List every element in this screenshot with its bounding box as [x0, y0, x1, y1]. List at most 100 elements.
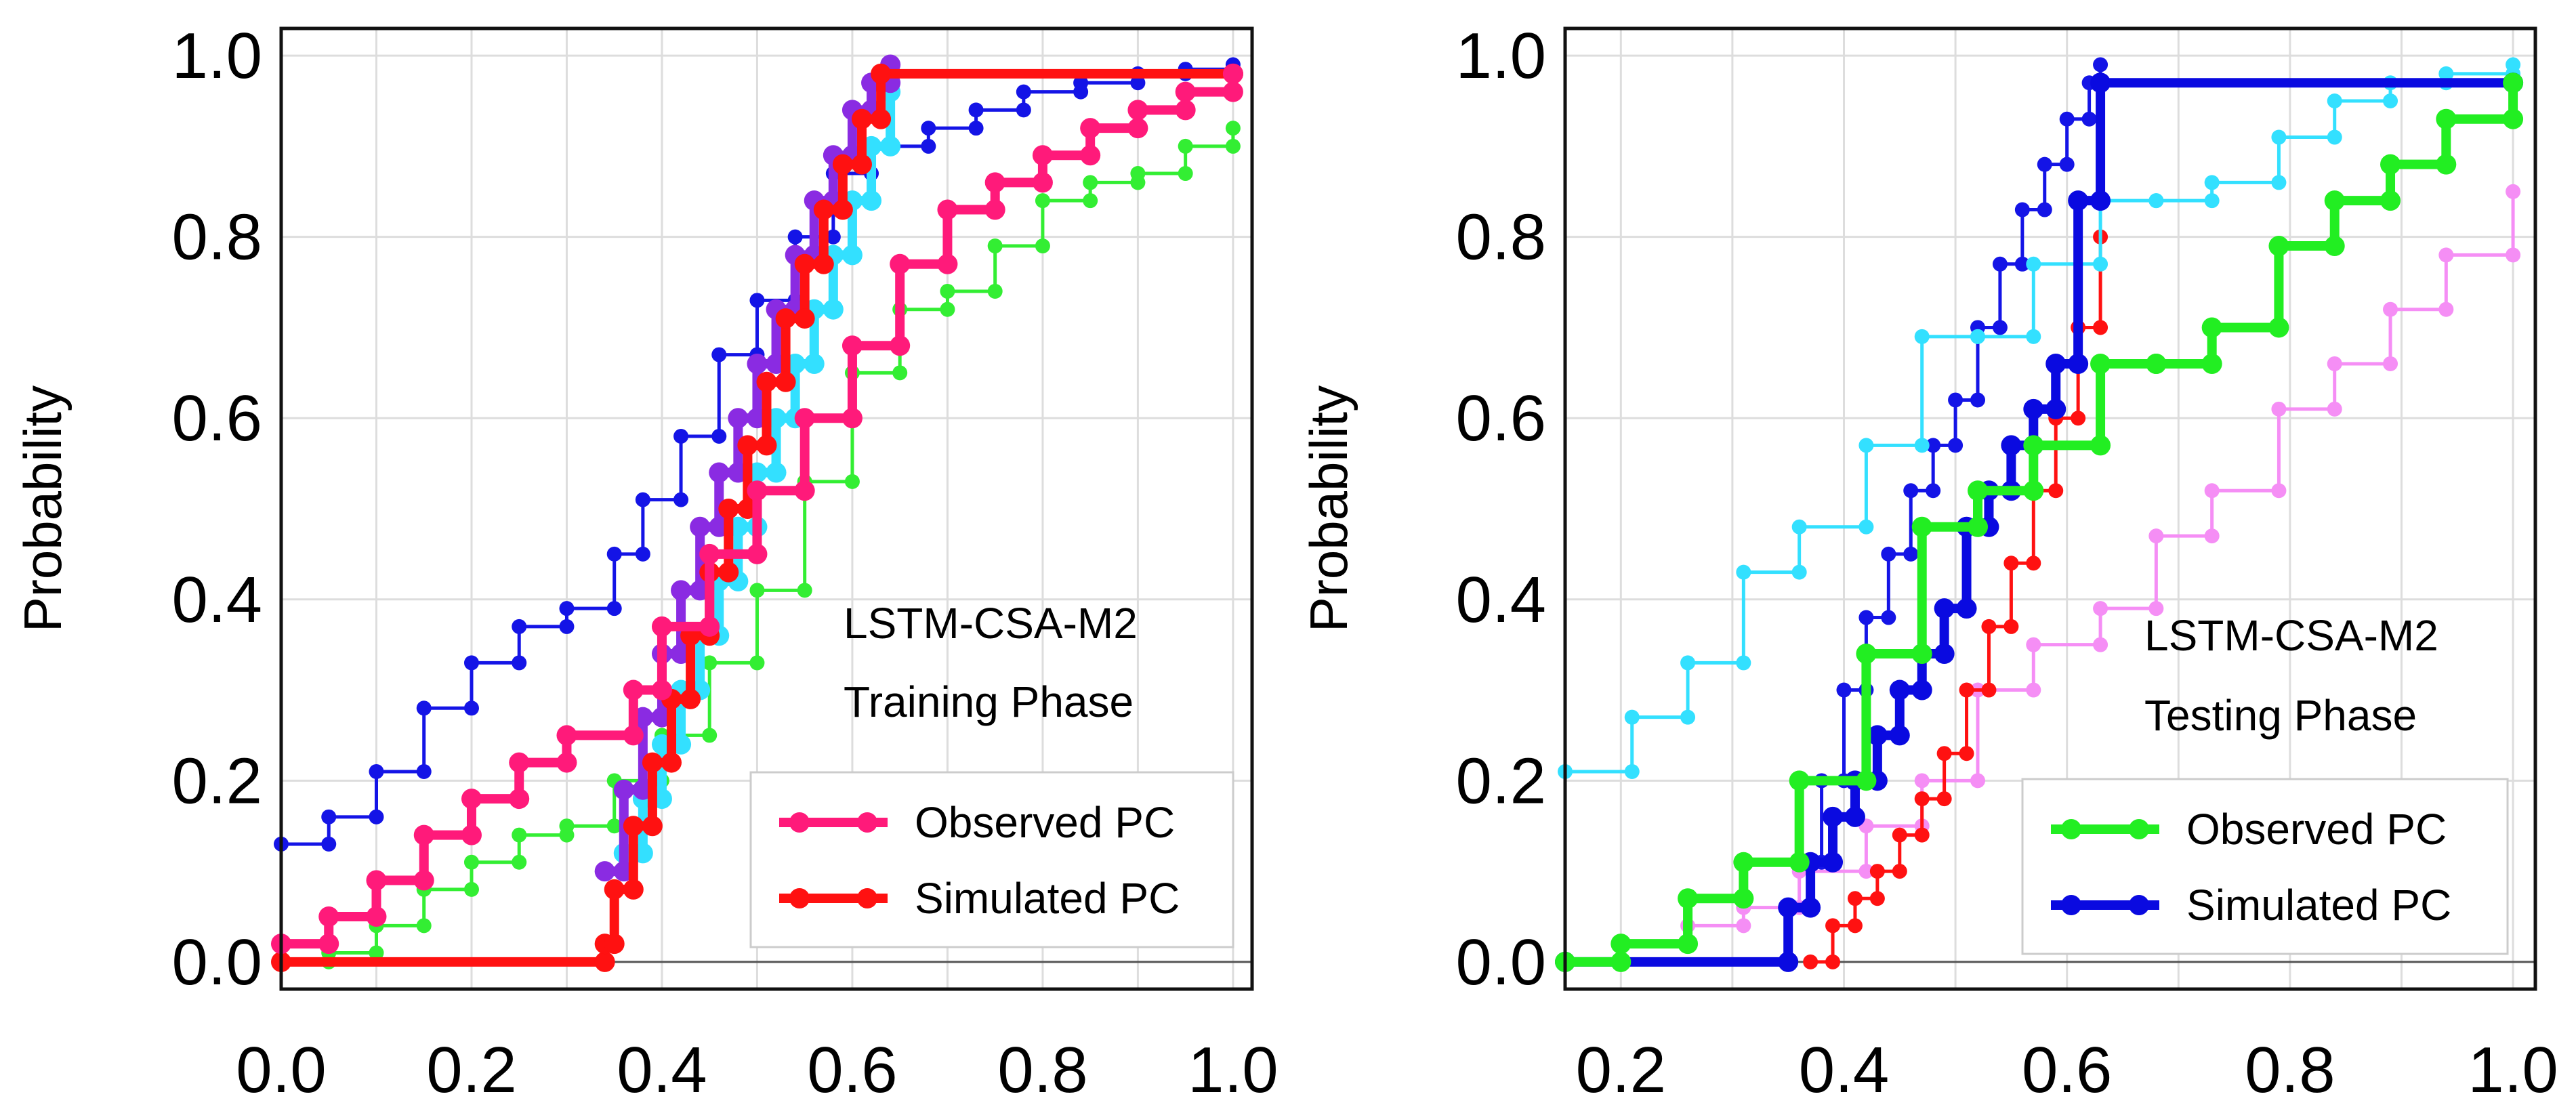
data-point [604, 934, 625, 955]
data-point [1847, 891, 1863, 906]
data-point [1914, 773, 1930, 789]
data-point [1778, 897, 1799, 918]
data-point [2001, 435, 2022, 456]
data-point [1903, 483, 1919, 499]
data-point [635, 492, 650, 507]
data-point [1926, 438, 1941, 453]
data-point [1678, 934, 1699, 955]
data-point [711, 428, 727, 444]
data-point [2327, 356, 2342, 371]
data-point [1911, 644, 1932, 665]
data-point [1959, 746, 1974, 761]
data-point [1680, 655, 1696, 671]
data-point [842, 335, 863, 356]
data-point [1178, 166, 1193, 182]
data-point [512, 619, 527, 634]
data-point [463, 655, 479, 671]
data-point [2380, 190, 2401, 211]
testing-phase-chart: 0.2 0.4 0.6 0.8 1.0 0.0 0.2 0.4 0.6 0.8 1.0 Probabi… [1299, 20, 2558, 1106]
data-point [747, 353, 768, 374]
data-point [509, 789, 530, 810]
legend-marker [2061, 895, 2081, 915]
data-point [1858, 864, 1874, 879]
data-point [2383, 301, 2398, 317]
data-point [1856, 644, 1877, 665]
data-point [2014, 256, 2030, 272]
data-point [937, 253, 958, 274]
data-point [702, 728, 718, 743]
data-point [623, 879, 644, 900]
data-point [940, 283, 955, 299]
data-point [2383, 356, 2398, 371]
data-point [416, 918, 432, 934]
data-point [797, 583, 812, 598]
data-point [318, 934, 339, 955]
data-point [747, 543, 768, 564]
x-tick-label: 0.8 [2245, 1034, 2335, 1106]
data-point [825, 229, 841, 245]
data-point [2506, 247, 2521, 263]
data-point [2059, 156, 2075, 172]
plot-frame [1563, 26, 2537, 991]
legend-label: Simulated PC [915, 874, 1180, 923]
data-point [2090, 353, 2111, 374]
data-point [1892, 827, 1907, 843]
legend-item: Simulated PC [2051, 881, 2451, 929]
data-point [832, 199, 853, 220]
data-point [1948, 438, 1964, 453]
data-point [369, 763, 384, 779]
data-point [1936, 791, 1952, 807]
data-point [728, 408, 749, 429]
data-point [1869, 864, 1885, 879]
data-point [2045, 353, 2066, 374]
data-point [987, 238, 1003, 254]
data-point [2506, 57, 2521, 72]
data-point [2148, 528, 2164, 544]
data-point [1611, 951, 1632, 972]
data-point [1733, 888, 1754, 909]
data-point [813, 199, 834, 220]
data-point [2271, 129, 2287, 145]
data-point [1981, 682, 1997, 698]
data-point [842, 408, 863, 429]
legend-box [749, 771, 1234, 948]
data-point [1911, 679, 1932, 700]
data-point [2438, 247, 2454, 263]
data-point [794, 408, 815, 429]
data-point [2204, 175, 2220, 190]
data-point [2026, 256, 2041, 272]
data-point [2324, 236, 2345, 257]
data-point [804, 353, 825, 374]
data-point [559, 619, 575, 634]
data-point [1736, 564, 1751, 580]
data-point [1992, 256, 2008, 272]
data-point [642, 816, 663, 837]
data-point [2201, 317, 2222, 338]
data-point [2090, 435, 2111, 456]
data-point [321, 809, 337, 824]
data-point [2048, 483, 2064, 499]
data-point [512, 827, 527, 843]
data-point [1881, 546, 1896, 562]
data-point [1936, 746, 1952, 761]
data-point [1032, 145, 1053, 166]
data-point [673, 492, 689, 507]
legend-label: Simulated PC [2186, 881, 2451, 929]
data-point [606, 546, 622, 562]
data-point [321, 836, 337, 852]
data-point [711, 347, 727, 362]
series-model-series-cyan- [1558, 57, 2521, 779]
data-point [1080, 145, 1101, 166]
data-point [2146, 353, 2167, 374]
data-point [2204, 483, 2220, 499]
data-point [1836, 682, 1852, 698]
data-point [1825, 918, 1841, 934]
data-point [2271, 401, 2287, 417]
data-point [968, 102, 984, 118]
data-point [1225, 138, 1241, 154]
phase-annotation: Training Phase [844, 677, 1134, 726]
data-point [699, 616, 720, 637]
data-point [1948, 392, 1964, 408]
data-point [416, 700, 432, 716]
legend-label: Observed PC [915, 798, 1175, 847]
